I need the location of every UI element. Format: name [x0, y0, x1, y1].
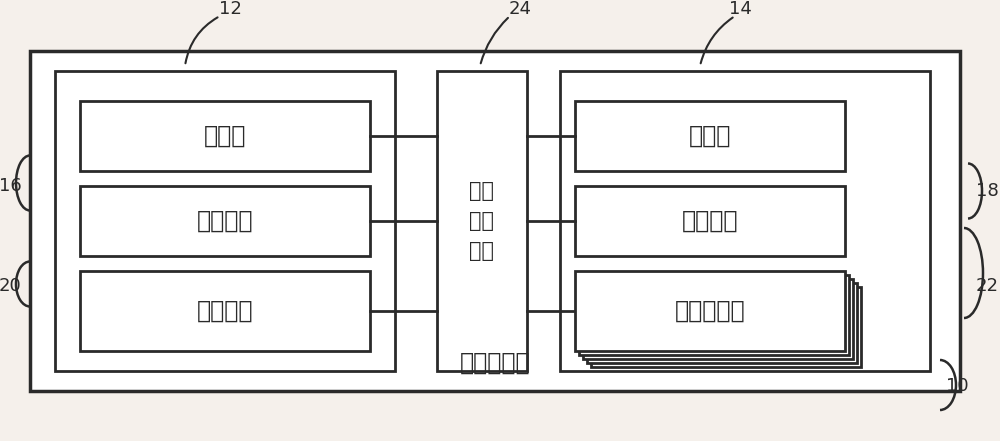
Text: 20: 20 [0, 277, 21, 295]
Text: 24: 24 [509, 0, 532, 18]
Bar [575, 186, 845, 256]
Bar [583, 279, 853, 359]
Bar [437, 71, 527, 371]
Bar [30, 51, 960, 391]
Bar [55, 71, 395, 371]
Text: 16: 16 [0, 177, 21, 195]
Bar [575, 101, 845, 171]
Text: 处理器: 处理器 [689, 124, 731, 148]
Text: 处理器: 处理器 [204, 124, 246, 148]
Bar [560, 71, 930, 371]
Bar [80, 101, 370, 171]
Text: 输入装置: 输入装置 [197, 209, 253, 233]
FancyArrowPatch shape [185, 17, 218, 63]
Text: 18: 18 [976, 182, 998, 200]
Bar [575, 271, 845, 351]
Text: 输出装置: 输出装置 [682, 209, 738, 233]
Bar [80, 271, 370, 351]
Bar [80, 186, 370, 256]
FancyArrowPatch shape [701, 18, 733, 64]
Bar [579, 275, 849, 355]
Bar [591, 287, 861, 367]
Text: 14: 14 [729, 0, 751, 18]
Text: 客户端系统: 客户端系统 [460, 351, 530, 375]
Text: 10: 10 [946, 377, 968, 395]
Bar [587, 283, 857, 363]
Text: 网络适配器: 网络适配器 [675, 299, 745, 323]
Text: 12: 12 [219, 0, 241, 18]
Text: 控制
器集
线器: 控制 器集 线器 [470, 181, 494, 261]
Text: 22: 22 [976, 277, 998, 295]
Text: 存储装置: 存储装置 [197, 299, 253, 323]
FancyArrowPatch shape [481, 18, 508, 64]
